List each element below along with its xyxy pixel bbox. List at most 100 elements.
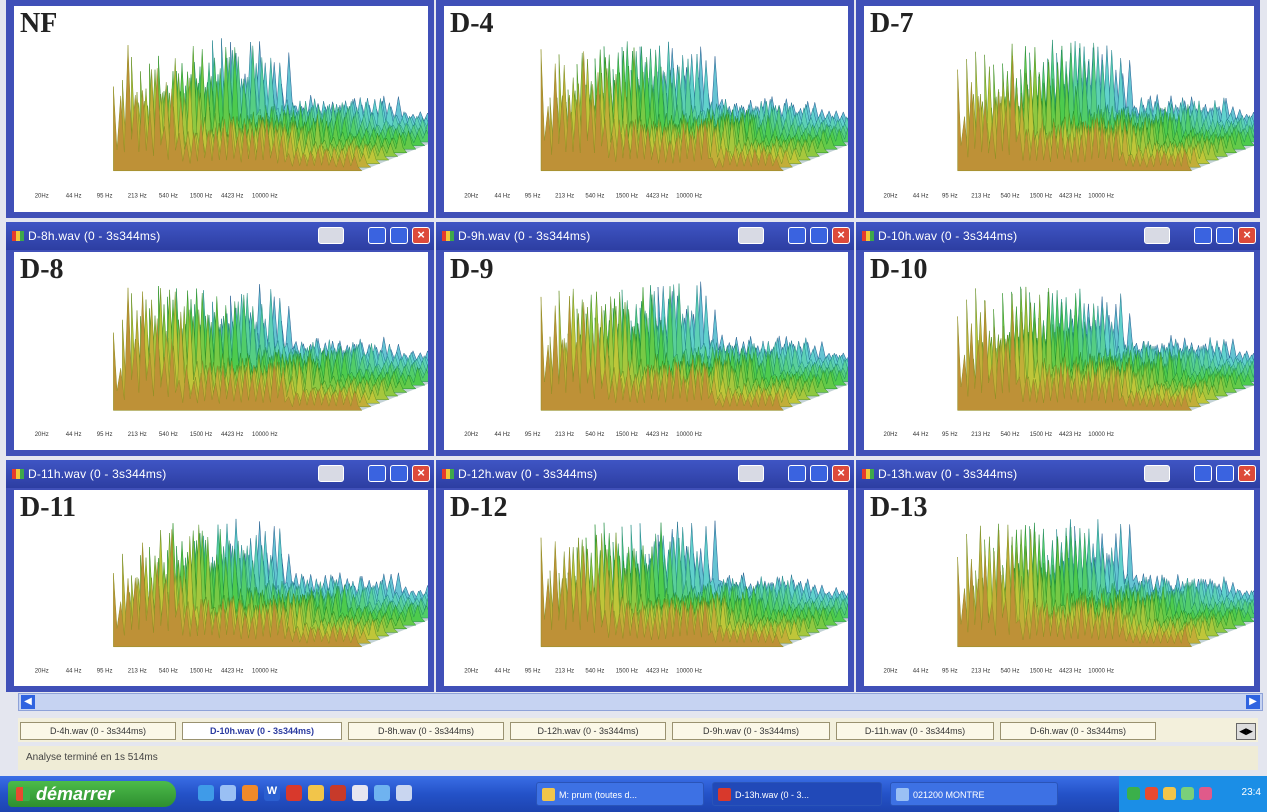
desktop-icon[interactable] — [220, 785, 236, 801]
task-label: D-13h.wav (0 - 3... — [735, 790, 810, 800]
window-titlebar[interactable]: D-11h.wav (0 - 3s344ms) × — [6, 460, 434, 488]
minimize-button[interactable] — [1194, 227, 1212, 244]
taskbar: démarrer W M: prum (toutes d... D-13h.wa… — [0, 776, 1267, 812]
messenger-icon[interactable] — [1199, 787, 1212, 800]
security-icon[interactable] — [1145, 787, 1158, 800]
window-titlebar[interactable]: D-12h.wav (0 - 3s344ms) × — [436, 460, 854, 488]
close-button[interactable]: × — [412, 465, 430, 482]
acrobat-icon[interactable] — [286, 785, 302, 801]
task-label: M: prum (toutes d... — [559, 790, 638, 800]
freq-tick-label: 44 Hz — [913, 194, 929, 200]
tab-d12[interactable]: D-12h.wav (0 - 3s344ms) — [510, 722, 666, 740]
analysis-window-nf[interactable]: 20Hz 44 Hz 95 Hz 213 Hz 540 Hz 1500 Hz 4423 Hz… — [6, 0, 434, 218]
tool-icon[interactable] — [374, 785, 390, 801]
3d-spectrogram-plot: 20Hz 44 Hz 95 Hz 213 Hz 540 Hz 1500 Hz 4423 Hz… — [35, 38, 428, 200]
update-icon[interactable] — [1163, 787, 1176, 800]
tab-d10[interactable]: D-10h.wav (0 - 3s344ms) — [182, 722, 342, 740]
panel-label: D-7 — [870, 8, 914, 39]
analysis-window-d7[interactable]: 20Hz 44 Hz 95 Hz 213 Hz 540 Hz 1500 Hz 4423 Hz… — [856, 0, 1260, 218]
window-titlebar[interactable]: D-9h.wav (0 - 3s344ms) × — [436, 222, 854, 250]
freq-tick-label: 10000 Hz — [1088, 432, 1114, 438]
window-titlebar[interactable]: D-8h.wav (0 - 3s344ms) × — [6, 222, 434, 250]
freq-tick-label: 20Hz — [35, 432, 49, 438]
window-title: D-13h.wav (0 - 3s344ms) — [878, 467, 1018, 481]
minimize-button[interactable] — [788, 465, 806, 482]
freq-tick-label: 4423 Hz — [1059, 194, 1081, 200]
clock: 23:4 — [1241, 787, 1261, 798]
freq-tick-label: 44 Hz — [495, 432, 511, 438]
freq-tick-label: 1500 Hz — [1030, 194, 1052, 200]
maximize-button[interactable] — [1216, 465, 1234, 482]
volume-icon[interactable] — [1181, 787, 1194, 800]
tab-d8[interactable]: D-8h.wav (0 - 3s344ms) — [348, 722, 504, 740]
folder-icon[interactable] — [308, 785, 324, 801]
ie-icon[interactable] — [198, 785, 214, 801]
freq-tick-label: 213 Hz — [128, 668, 147, 674]
analysis-window-d8[interactable]: D-8h.wav (0 - 3s344ms) × 20Hz 44 Hz 95 Hz 213… — [6, 222, 434, 456]
document-tab-bar: D-4h.wav (0 - 3s344ms) D-10h.wav (0 - 3s… — [18, 718, 1258, 742]
window-titlebar[interactable]: D-10h.wav (0 - 3s344ms) × — [856, 222, 1260, 250]
app-icon[interactable] — [396, 785, 412, 801]
options-button[interactable] — [738, 227, 764, 244]
network-icon[interactable] — [1127, 787, 1140, 800]
options-button[interactable] — [738, 465, 764, 482]
folder-icon — [542, 788, 555, 801]
taskbar-item-montre[interactable]: 021200 MONTRE — [890, 782, 1058, 806]
analysis-window-d9[interactable]: D-9h.wav (0 - 3s344ms) × 20Hz 44 Hz 95 Hz 213… — [436, 222, 854, 456]
freq-tick-label: 20Hz — [884, 668, 898, 674]
window-titlebar[interactable]: D-13h.wav (0 - 3s344ms) × — [856, 460, 1260, 488]
panel-label: D-4 — [450, 8, 494, 39]
minimize-button[interactable] — [368, 465, 386, 482]
freq-tick-label: 20Hz — [35, 194, 49, 200]
spectrum-slice — [957, 300, 1193, 411]
firefox-icon[interactable] — [242, 785, 258, 801]
start-button[interactable]: démarrer — [8, 781, 176, 807]
taskbar-item-wav[interactable]: D-13h.wav (0 - 3... — [712, 782, 882, 806]
freq-tick-label: 213 Hz — [128, 194, 147, 200]
minimize-button[interactable] — [1194, 465, 1212, 482]
tab-d6[interactable]: D-6h.wav (0 - 3s344ms) — [1000, 722, 1156, 740]
scroll-left-arrow-icon[interactable]: ◀ — [21, 695, 35, 709]
options-button[interactable] — [318, 227, 344, 244]
paint-icon[interactable] — [352, 785, 368, 801]
spectrogram-panel: 20Hz 44 Hz 95 Hz 213 Hz 540 Hz 1500 Hz 4423 Hz… — [864, 490, 1254, 686]
minimize-button[interactable] — [368, 227, 386, 244]
audio-file-icon — [12, 469, 24, 479]
freq-tick-label: 10000 Hz — [676, 432, 702, 438]
freq-tick-label: 213 Hz — [555, 432, 574, 438]
freq-tick-label: 44 Hz — [66, 432, 82, 438]
spectrogram-panel: 20Hz 44 Hz 95 Hz 213 Hz 540 Hz 1500 Hz 4423 Hz… — [444, 252, 848, 450]
horizontal-scrollbar[interactable]: ◀ ▶ — [18, 693, 1263, 711]
close-button[interactable]: × — [412, 227, 430, 244]
analysis-window-d10[interactable]: D-10h.wav (0 - 3s344ms) × 20Hz 44 Hz 95 Hz 21… — [856, 222, 1260, 456]
close-button[interactable]: × — [1238, 465, 1256, 482]
close-button[interactable]: × — [1238, 227, 1256, 244]
word-icon[interactable]: W — [264, 785, 280, 801]
close-button[interactable]: × — [832, 465, 850, 482]
maximize-button[interactable] — [810, 465, 828, 482]
audio-file-icon — [12, 231, 24, 241]
options-button[interactable] — [318, 465, 344, 482]
spectrogram-panel: 20Hz 44 Hz 95 Hz 213 Hz 540 Hz 1500 Hz 4423 Hz… — [444, 6, 848, 212]
scroll-right-arrow-icon[interactable]: ▶ — [1246, 695, 1260, 709]
tab-d11[interactable]: D-11h.wav (0 - 3s344ms) — [836, 722, 994, 740]
tab-d9[interactable]: D-9h.wav (0 - 3s344ms) — [672, 722, 830, 740]
maximize-button[interactable] — [1216, 227, 1234, 244]
spectrum-slice — [113, 287, 363, 411]
taskbar-item-explorer[interactable]: M: prum (toutes d... — [536, 782, 704, 806]
media-icon[interactable] — [330, 785, 346, 801]
maximize-button[interactable] — [810, 227, 828, 244]
analysis-window-d13[interactable]: D-13h.wav (0 - 3s344ms) × 20Hz 44 Hz 95 Hz 21… — [856, 460, 1260, 692]
options-button[interactable] — [1144, 227, 1170, 244]
close-button[interactable]: × — [832, 227, 850, 244]
minimize-button[interactable] — [788, 227, 806, 244]
freq-tick-label: 1500 Hz — [190, 668, 212, 674]
tab-d4[interactable]: D-4h.wav (0 - 3s344ms) — [20, 722, 176, 740]
analysis-window-d4[interactable]: 20Hz 44 Hz 95 Hz 213 Hz 540 Hz 1500 Hz 4423 Hz… — [436, 0, 854, 218]
analysis-window-d12[interactable]: D-12h.wav (0 - 3s344ms) × 20Hz 44 Hz 95 Hz 21… — [436, 460, 854, 692]
analysis-window-d11[interactable]: D-11h.wav (0 - 3s344ms) × 20Hz 44 Hz 95 Hz 21… — [6, 460, 434, 692]
options-button[interactable] — [1144, 465, 1170, 482]
maximize-button[interactable] — [390, 227, 408, 244]
maximize-button[interactable] — [390, 465, 408, 482]
tab-scroll-icon[interactable]: ◀▶ — [1236, 723, 1256, 740]
